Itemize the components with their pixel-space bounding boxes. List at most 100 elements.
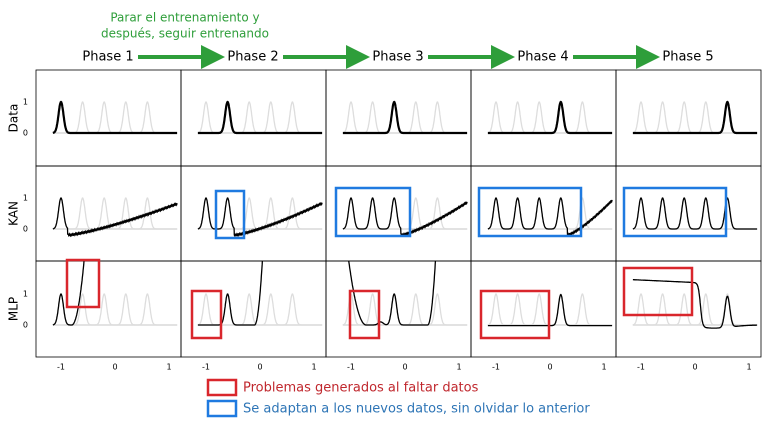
y-tick-label: 1 bbox=[23, 98, 28, 107]
x-tick-label: 1 bbox=[601, 363, 606, 372]
curve bbox=[52, 293, 178, 326]
curve bbox=[632, 197, 758, 230]
curve bbox=[487, 197, 613, 230]
curve bbox=[632, 101, 758, 134]
x-tick-label: -1 bbox=[57, 363, 65, 372]
x-tick-label: 1 bbox=[456, 363, 461, 372]
x-tick-label: -1 bbox=[492, 363, 500, 372]
row-label: MLP bbox=[7, 297, 21, 321]
x-tick-label: 0 bbox=[257, 363, 262, 372]
curve bbox=[632, 197, 758, 230]
curve bbox=[52, 293, 178, 326]
curve bbox=[197, 101, 323, 134]
curve bbox=[342, 101, 468, 134]
legend-swatch bbox=[206, 399, 238, 418]
phase-label: Phase 2 bbox=[227, 50, 278, 65]
y-tick-label: 0 bbox=[23, 321, 28, 330]
x-tick-label: 0 bbox=[402, 363, 407, 372]
curve bbox=[487, 101, 613, 134]
curve bbox=[632, 101, 758, 134]
x-tick-label: -1 bbox=[202, 363, 210, 372]
curve bbox=[632, 101, 758, 134]
curve bbox=[52, 293, 178, 326]
x-tick-label: -1 bbox=[637, 363, 645, 372]
curve bbox=[487, 197, 613, 230]
curve bbox=[632, 293, 758, 326]
curve bbox=[632, 197, 758, 230]
curve bbox=[197, 101, 323, 134]
curve bbox=[52, 101, 178, 134]
curve bbox=[197, 101, 323, 134]
y-tick-label: 1 bbox=[23, 194, 28, 203]
curve bbox=[52, 293, 178, 326]
curve bbox=[52, 293, 178, 326]
curve bbox=[487, 100, 613, 135]
curve bbox=[52, 101, 178, 134]
curve bbox=[52, 197, 178, 230]
curve bbox=[348, 261, 437, 326]
curve bbox=[52, 100, 178, 135]
panel bbox=[615, 260, 762, 358]
curve bbox=[52, 101, 178, 134]
phase-label: Phase 4 bbox=[517, 50, 568, 65]
curve bbox=[52, 197, 178, 238]
curve bbox=[197, 100, 323, 135]
curve bbox=[632, 293, 758, 326]
curve bbox=[632, 197, 758, 230]
curve bbox=[197, 101, 323, 134]
curve bbox=[632, 101, 758, 134]
curve bbox=[632, 293, 758, 326]
curve bbox=[52, 261, 85, 326]
phase-label: Phase 5 bbox=[662, 50, 713, 65]
phase-header: Phase 1 Phase 2 Phase 3 Phase 4 Phase 5 bbox=[82, 45, 714, 69]
curve bbox=[342, 101, 468, 134]
x-tick-label: 1 bbox=[166, 363, 171, 372]
row-label: Data bbox=[7, 104, 21, 133]
x-tick-label: -1 bbox=[347, 363, 355, 372]
row-label: KAN bbox=[7, 201, 21, 226]
curve bbox=[487, 101, 613, 134]
curve bbox=[342, 101, 468, 134]
curve bbox=[52, 101, 178, 134]
phase-label: Phase 1 bbox=[82, 50, 133, 65]
y-tick-label: 0 bbox=[23, 129, 28, 138]
curve bbox=[632, 279, 758, 329]
curve bbox=[487, 101, 613, 134]
curve bbox=[197, 197, 323, 238]
annotation: Parar el entrenamiento y bbox=[110, 11, 259, 25]
curve bbox=[342, 100, 468, 135]
curve bbox=[632, 197, 758, 230]
x-tick-label: 1 bbox=[311, 363, 316, 372]
curve bbox=[52, 101, 178, 134]
curve bbox=[632, 197, 758, 230]
curve bbox=[632, 100, 758, 135]
curve bbox=[487, 197, 613, 230]
x-tick-label: 1 bbox=[746, 363, 751, 372]
curve bbox=[487, 101, 613, 134]
curve bbox=[487, 197, 613, 230]
x-tick-label: 0 bbox=[692, 363, 697, 372]
curve bbox=[487, 197, 613, 237]
curve bbox=[632, 293, 758, 326]
legend-label: Problemas generados al faltar datos bbox=[243, 381, 479, 396]
y-tick-label: 0 bbox=[23, 225, 28, 234]
y-tick-label: 1 bbox=[23, 290, 28, 299]
x-tick-label: 0 bbox=[547, 363, 552, 372]
curve bbox=[342, 101, 468, 134]
curve bbox=[197, 261, 263, 326]
curve bbox=[342, 197, 468, 237]
curve bbox=[632, 101, 758, 134]
curve bbox=[197, 101, 323, 134]
phase-label: Phase 3 bbox=[372, 50, 423, 65]
boxes bbox=[65, 186, 728, 340]
curve bbox=[342, 101, 468, 134]
x-tick-label: 0 bbox=[112, 363, 117, 372]
annotation: después, seguir entrenando bbox=[101, 27, 269, 41]
legend-swatch bbox=[206, 378, 238, 397]
curve bbox=[632, 293, 758, 326]
curve bbox=[487, 101, 613, 134]
curve bbox=[487, 197, 613, 230]
legend-label: Se adaptan a los nuevos datos, sin olvid… bbox=[243, 402, 590, 417]
